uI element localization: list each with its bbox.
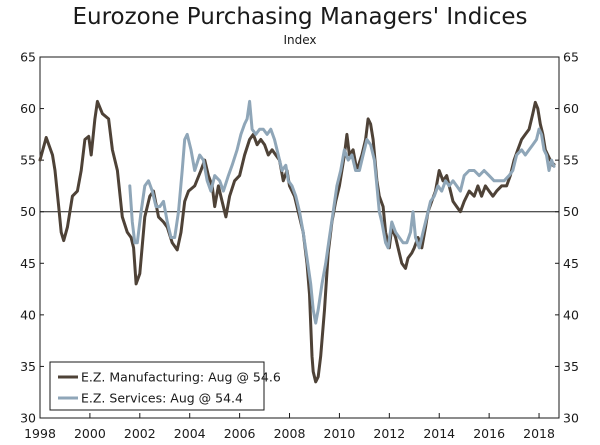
- x-tick-label: 2016: [473, 426, 505, 441]
- legend-box: [49, 361, 265, 411]
- y-axis-right: 30 35 40 45 50 55 60 65: [555, 50, 579, 426]
- y-tick-label-left: 45: [20, 256, 36, 271]
- plot-frame: [39, 56, 560, 419]
- y-tick-label-left: 65: [20, 50, 36, 65]
- y-tick-label-left: 35: [20, 359, 36, 374]
- y-tick-label-left: 50: [20, 204, 36, 219]
- x-axis: 1998 2000 2002 2004 2006 2008 2010 2012 2014 2016…: [24, 413, 555, 441]
- series-line-services: [128, 99, 556, 325]
- y-tick-label-right: 35: [563, 359, 579, 374]
- y-tick-label-left: 60: [20, 101, 36, 116]
- x-tick-label: 2000: [74, 426, 106, 441]
- y-tick-label-right: 30: [563, 411, 579, 426]
- chart-title: Eurozone Purchasing Managers' Indices: [72, 4, 528, 30]
- legend-label-manufacturing: E.Z. Manufacturing: Aug @ 54.6: [81, 370, 281, 385]
- legend: E.Z. Manufacturing: Aug @ 54.6 E.Z. Serv…: [49, 361, 281, 411]
- x-tick-label: 2002: [124, 426, 156, 441]
- y-axis-left: 30 35 40 45 50 55 60 65: [20, 50, 44, 426]
- y-tick-label-left: 40: [20, 307, 36, 322]
- x-tick-label: 2006: [224, 426, 256, 441]
- y-tick-label-right: 50: [563, 204, 579, 219]
- series-group: [38, 99, 556, 384]
- x-tick-label: 2008: [274, 426, 306, 441]
- y-tick-label-right: 65: [563, 50, 579, 65]
- x-tick-label: 2014: [423, 426, 455, 441]
- y-tick-label-left: 55: [20, 153, 36, 168]
- x-tick-label: 1998: [24, 426, 56, 441]
- y-tick-label-right: 60: [563, 101, 579, 116]
- legend-label-services: E.Z. Services: Aug @ 54.4: [81, 391, 243, 406]
- x-tick-label: 2018: [523, 426, 555, 441]
- x-tick-label: 2012: [373, 426, 405, 441]
- y-tick-label-right: 40: [563, 307, 579, 322]
- chart-subtitle: Index: [283, 33, 317, 47]
- y-tick-label-left: 30: [20, 411, 36, 426]
- x-tick-label: 2004: [174, 426, 206, 441]
- x-tick-label: 2010: [324, 426, 356, 441]
- y-tick-label-right: 55: [563, 153, 579, 168]
- series-line-manufacturing: [38, 99, 556, 384]
- y-tick-label-right: 45: [563, 256, 579, 271]
